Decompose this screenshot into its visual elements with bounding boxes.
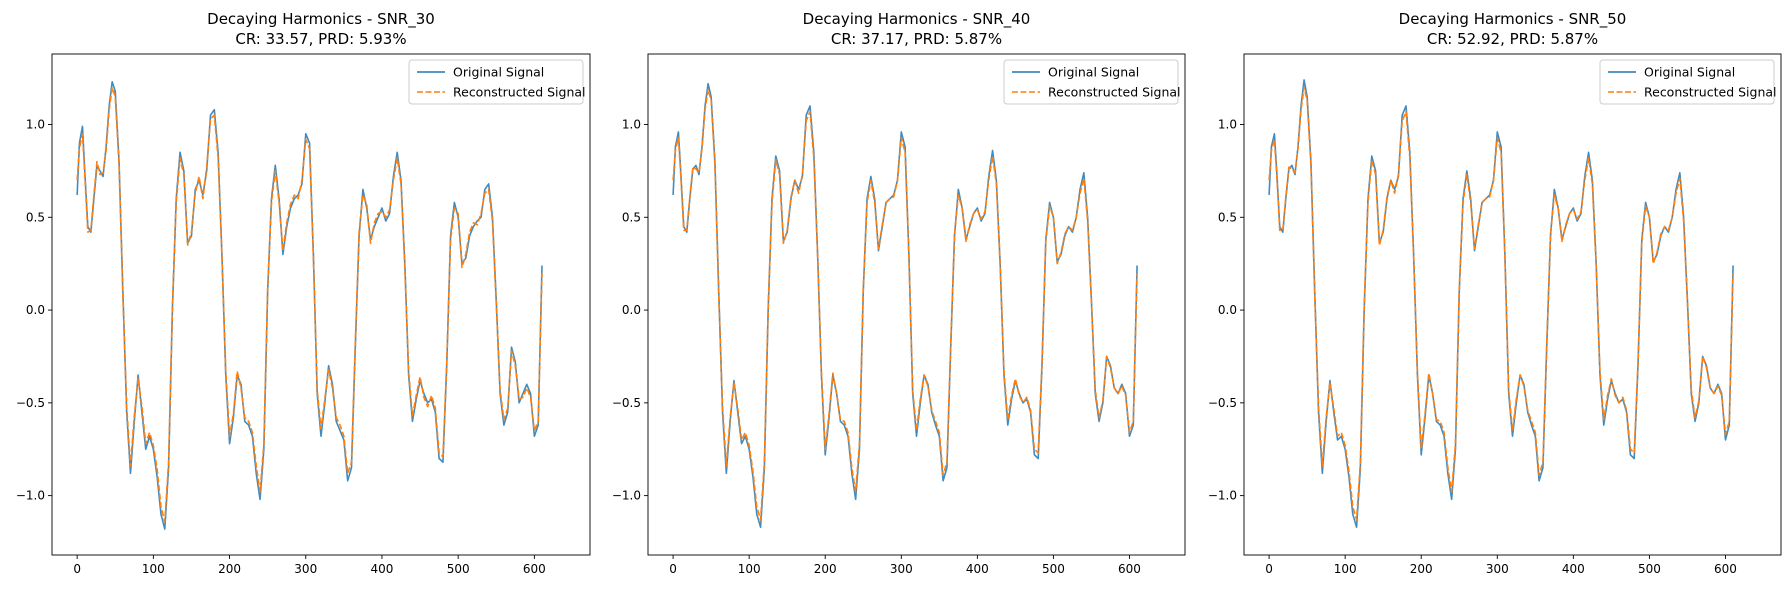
chart-subtitle: CR: 52.92, PRD: 5.87% <box>1427 30 1598 48</box>
y-tick-label: 0.0 <box>622 303 641 317</box>
y-tick-label: 1.0 <box>26 118 45 132</box>
x-tick-label: 600 <box>1118 562 1141 576</box>
legend-entry: Reconstructed Signal <box>453 85 586 100</box>
x-tick-label: 300 <box>890 562 913 576</box>
y-tick-label: 0.5 <box>622 210 641 224</box>
x-tick-label: 0 <box>669 562 677 576</box>
legend: Original Signal Reconstructed Signal <box>408 59 586 105</box>
plot-frame <box>1243 53 1782 556</box>
x-tick-label: 100 <box>1334 562 1357 576</box>
legend-entry: Reconstructed Signal <box>1048 85 1181 100</box>
plot-frame <box>647 53 1186 556</box>
y-tick-label: −0.5 <box>16 396 45 410</box>
x-tick-label: 500 <box>1638 562 1661 576</box>
legend-entry: Original Signal <box>1644 65 1735 80</box>
chart-subtitle: CR: 37.17, PRD: 5.87% <box>831 30 1002 48</box>
x-tick-label: 0 <box>73 562 81 576</box>
x-tick-label: 300 <box>1486 562 1509 576</box>
series-line-reconstructed <box>672 88 1138 521</box>
y-tick-label: −0.5 <box>1208 396 1237 410</box>
x-tick-label: 200 <box>814 562 837 576</box>
series-line-reconstructed <box>1268 86 1734 521</box>
x-tick-label: 400 <box>371 562 394 576</box>
series-line-reconstructed <box>76 86 543 523</box>
y-tick-label: −0.5 <box>612 396 641 410</box>
series-line-original <box>1268 79 1734 528</box>
x-tick-label: 0 <box>1265 562 1273 576</box>
legend-entry: Original Signal <box>1048 65 1139 80</box>
x-tick-label: 500 <box>1042 562 1065 576</box>
y-tick-label: 0.0 <box>26 303 45 317</box>
x-tick-label: 200 <box>218 562 241 576</box>
plot-frame <box>51 53 591 556</box>
legend-entry: Reconstructed Signal <box>1644 85 1777 100</box>
x-tick-label: 300 <box>294 562 317 576</box>
chart-title: Decaying Harmonics - SNR_40 <box>803 10 1031 29</box>
y-tick-label: 1.0 <box>622 118 641 132</box>
series-line-original <box>672 82 1138 528</box>
x-tick-label: 600 <box>1714 562 1737 576</box>
y-tick-label: −1.0 <box>1208 489 1237 503</box>
y-tick-label: 1.0 <box>1218 118 1237 132</box>
legend: Original Signal Reconstructed Signal <box>1599 59 1777 105</box>
y-tick-label: −1.0 <box>612 489 641 503</box>
chart-title: Decaying Harmonics - SNR_50 <box>1399 10 1627 29</box>
x-tick-label: 400 <box>966 562 989 576</box>
legend-box <box>1003 59 1179 105</box>
legend: Original Signal Reconstructed Signal <box>1003 59 1181 105</box>
x-tick-label: 600 <box>523 562 546 576</box>
chart-subtitle: CR: 33.57, PRD: 5.93% <box>235 30 406 48</box>
x-tick-label: 400 <box>1562 562 1585 576</box>
legend-box <box>408 59 584 105</box>
x-tick-label: 500 <box>447 562 470 576</box>
y-tick-label: −1.0 <box>16 489 45 503</box>
legend-entry: Original Signal <box>453 65 544 80</box>
x-tick-label: 100 <box>142 562 165 576</box>
y-tick-label: 0.5 <box>26 210 45 224</box>
x-tick-label: 200 <box>1410 562 1433 576</box>
y-tick-label: 0.5 <box>1218 210 1237 224</box>
y-tick-label: 0.0 <box>1218 303 1237 317</box>
legend-box <box>1599 59 1775 105</box>
chart-title: Decaying Harmonics - SNR_30 <box>207 10 435 29</box>
x-tick-label: 100 <box>738 562 761 576</box>
